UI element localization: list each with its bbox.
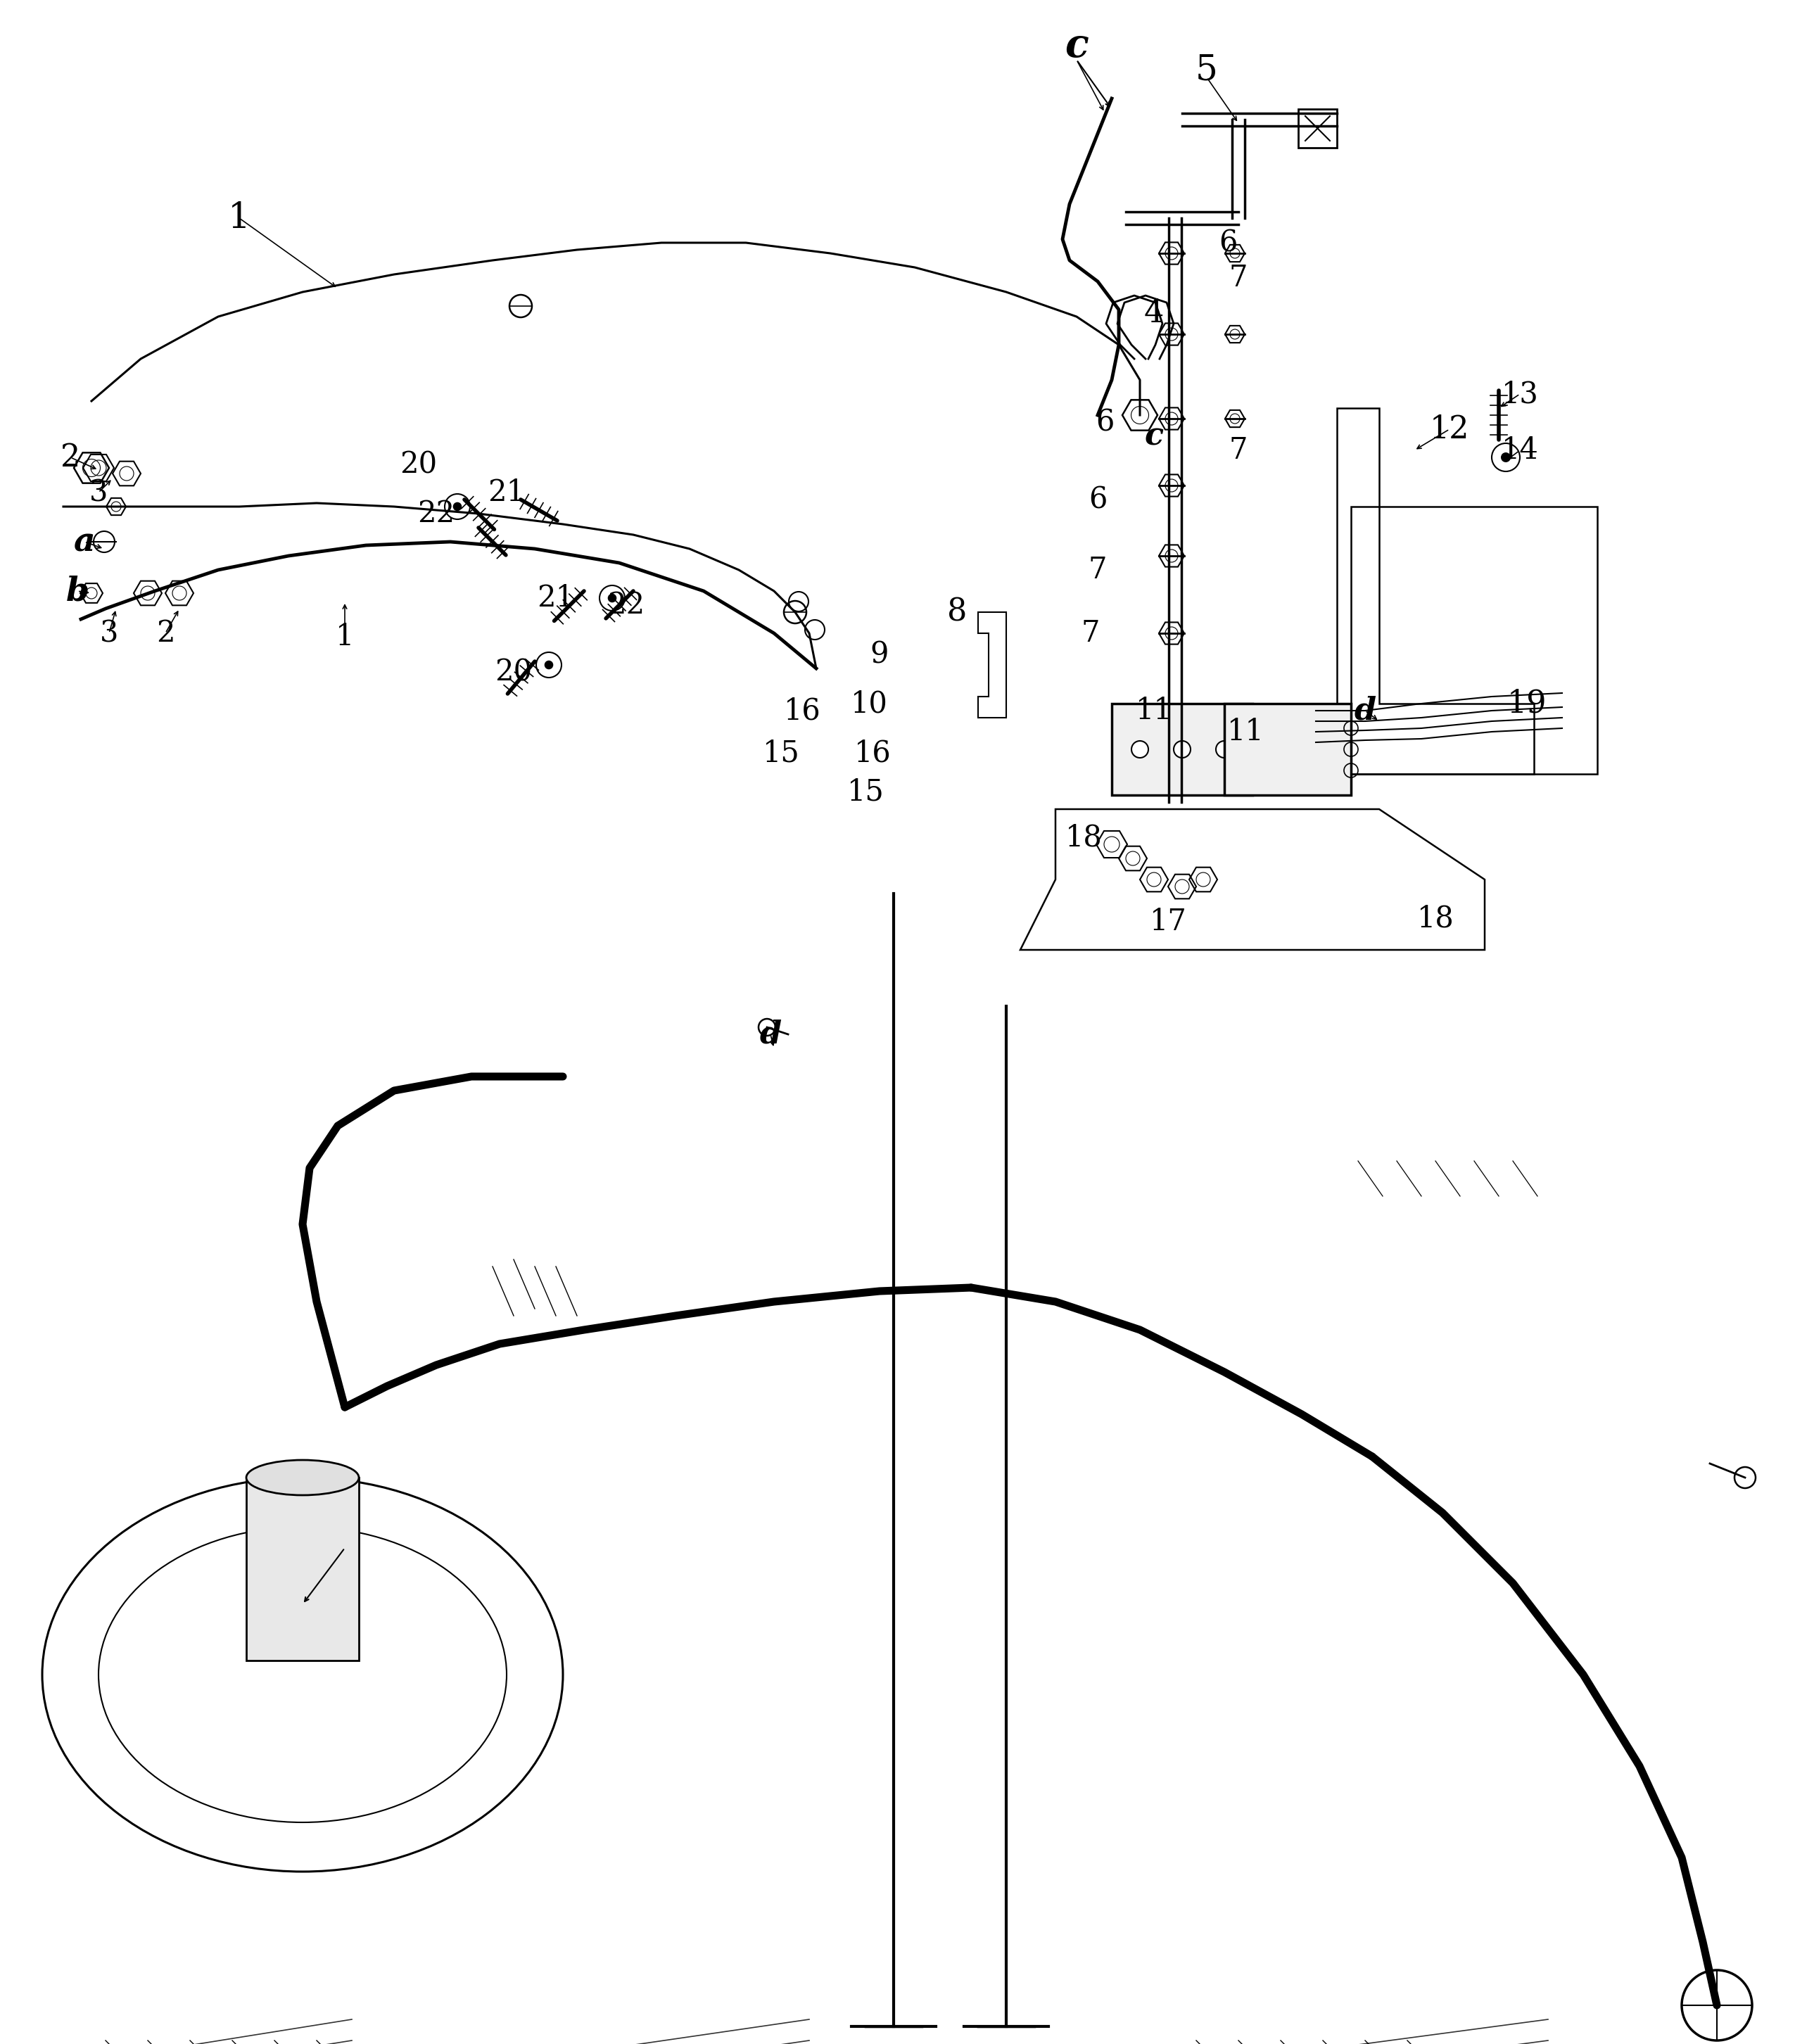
Circle shape — [544, 660, 553, 668]
Circle shape — [1215, 740, 1233, 758]
Text: 16: 16 — [854, 738, 890, 769]
Text: 7: 7 — [1081, 619, 1100, 648]
Circle shape — [1174, 740, 1190, 758]
Text: b: b — [66, 574, 90, 607]
Text: 7: 7 — [1230, 435, 1248, 466]
Text: 14: 14 — [1501, 435, 1538, 466]
Text: 9: 9 — [871, 640, 889, 668]
Ellipse shape — [246, 1459, 359, 1494]
Text: a: a — [74, 525, 95, 558]
Text: 17: 17 — [1149, 908, 1186, 936]
Text: 7: 7 — [1088, 556, 1108, 585]
Text: 20: 20 — [495, 658, 533, 687]
Text: 15: 15 — [847, 777, 885, 805]
Text: 22: 22 — [607, 591, 644, 619]
FancyBboxPatch shape — [246, 1478, 359, 1660]
Text: 11: 11 — [1136, 695, 1172, 726]
Text: 2: 2 — [156, 619, 174, 648]
Text: 4: 4 — [1143, 298, 1163, 329]
Circle shape — [1501, 452, 1511, 462]
Circle shape — [452, 503, 461, 511]
Text: 5: 5 — [1195, 53, 1219, 88]
Text: 1: 1 — [336, 621, 354, 652]
Text: d: d — [1353, 695, 1377, 726]
Text: 12: 12 — [1429, 415, 1470, 444]
Text: 21: 21 — [537, 583, 574, 613]
Text: 18: 18 — [1416, 903, 1454, 932]
Text: 19: 19 — [1508, 689, 1547, 719]
Circle shape — [609, 593, 617, 603]
Text: c: c — [1064, 27, 1088, 65]
Text: 18: 18 — [1064, 822, 1102, 852]
FancyBboxPatch shape — [1111, 703, 1253, 795]
Text: 13: 13 — [1501, 380, 1538, 409]
Text: c: c — [1145, 421, 1163, 452]
Text: 6: 6 — [1095, 407, 1115, 437]
Text: 6: 6 — [1219, 229, 1237, 258]
Text: 3: 3 — [90, 478, 108, 507]
Circle shape — [1131, 740, 1149, 758]
Text: 6: 6 — [1088, 484, 1108, 515]
Text: 11: 11 — [1228, 717, 1264, 746]
Text: 16: 16 — [784, 695, 820, 726]
Text: 20: 20 — [400, 450, 438, 478]
Text: 22: 22 — [418, 499, 454, 529]
Text: 1: 1 — [228, 200, 251, 235]
FancyBboxPatch shape — [1224, 703, 1352, 795]
Text: 7: 7 — [1230, 264, 1248, 292]
Text: 10: 10 — [851, 689, 887, 717]
Text: d: d — [759, 1020, 781, 1049]
FancyBboxPatch shape — [1298, 108, 1337, 147]
Text: 3: 3 — [101, 619, 118, 648]
Text: 2: 2 — [61, 442, 81, 472]
Text: 21: 21 — [488, 478, 526, 507]
Text: 15: 15 — [763, 738, 799, 769]
Text: 8: 8 — [948, 597, 968, 628]
